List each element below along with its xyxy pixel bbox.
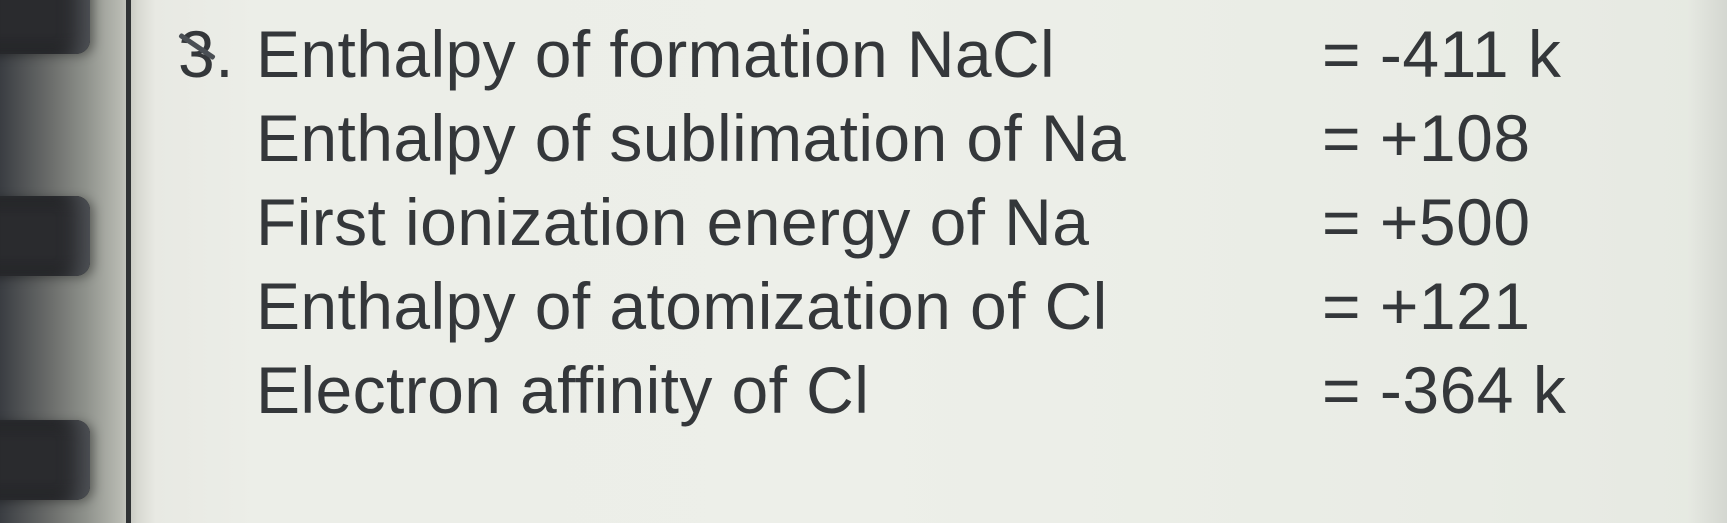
- question-block: 3. Enthalpy of formation NaCl = -411 k E…: [178, 16, 1727, 436]
- property-label: Electron affinity of Cl: [256, 352, 1322, 428]
- property-value: = +500: [1322, 184, 1727, 260]
- property-label: Enthalpy of sublimation of Na: [256, 100, 1322, 176]
- table-row: First ionization energy of Na = +500: [178, 184, 1727, 268]
- property-label: Enthalpy of atomization of Cl: [256, 268, 1322, 344]
- spiral-binding: [0, 0, 120, 523]
- property-label: First ionization energy of Na: [256, 184, 1322, 260]
- property-value: = -364 k: [1322, 352, 1727, 428]
- table-row: Enthalpy of atomization of Cl = +121: [178, 268, 1727, 352]
- property-value: = +121: [1322, 268, 1727, 344]
- table-row: Enthalpy of sublimation of Na = +108: [178, 100, 1727, 184]
- table-row: 3. Enthalpy of formation NaCl = -411 k: [178, 16, 1727, 100]
- question-number: 3.: [178, 16, 256, 92]
- table-row: Electron affinity of Cl = -364 k: [178, 352, 1727, 436]
- property-value: = +108: [1322, 100, 1727, 176]
- property-value: = -411 k: [1322, 16, 1727, 92]
- property-label: Enthalpy of formation NaCl: [256, 16, 1322, 92]
